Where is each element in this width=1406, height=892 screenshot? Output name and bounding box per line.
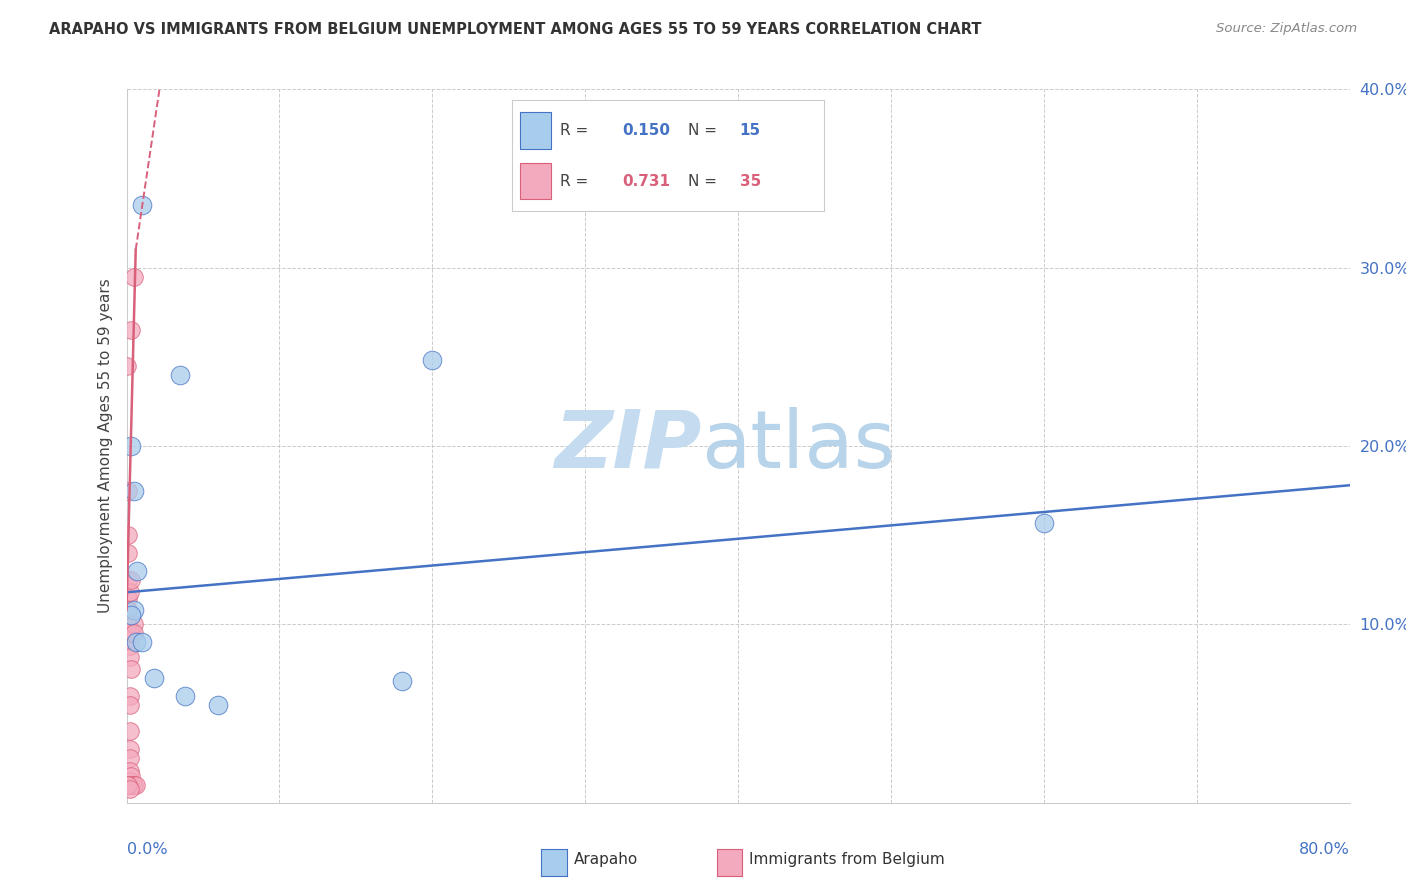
Point (127, 564, 149, 578)
Point (118, 626, 141, 640)
Point (120, 608, 142, 623)
Point (120, 323, 142, 337)
Text: Immigrants from Belgium: Immigrants from Belgium (749, 853, 945, 867)
Text: 0.0%: 0.0% (127, 842, 167, 857)
Point (122, 483, 145, 498)
Point (120, 573, 142, 587)
Point (131, 635, 153, 649)
Point (120, 778, 142, 792)
Point (122, 603, 145, 617)
Point (118, 689, 141, 703)
Point (118, 649, 141, 664)
Point (118, 585, 141, 599)
Point (118, 781, 141, 796)
Point (118, 751, 141, 765)
Point (391, 674, 413, 689)
Point (117, 603, 139, 617)
Point (117, 546, 139, 560)
Text: atlas: atlas (702, 407, 896, 485)
Point (207, 698, 229, 712)
Point (122, 269, 145, 284)
Point (120, 662, 142, 676)
Point (117, 528, 139, 542)
Text: 80.0%: 80.0% (1299, 842, 1350, 857)
Point (173, 689, 195, 703)
Point (115, 778, 138, 792)
Point (115, 359, 138, 373)
Point (120, 439, 142, 453)
Point (117, 778, 139, 792)
Point (422, 353, 444, 368)
Point (117, 632, 139, 646)
Point (169, 368, 191, 382)
Point (120, 769, 142, 783)
Point (118, 774, 141, 789)
Point (118, 742, 141, 756)
Point (125, 778, 148, 792)
Point (122, 626, 145, 640)
Y-axis label: Unemployment Among Ages 55 to 59 years: Unemployment Among Ages 55 to 59 years (97, 278, 112, 614)
Point (120, 626, 142, 640)
Point (117, 573, 139, 587)
Point (118, 698, 141, 712)
Point (122, 778, 145, 792)
Point (131, 198, 153, 212)
Text: Arapaho: Arapaho (574, 853, 638, 867)
Text: ZIP: ZIP (554, 407, 702, 485)
Text: ARAPAHO VS IMMIGRANTS FROM BELGIUM UNEMPLOYMENT AMONG AGES 55 TO 59 YEARS CORREL: ARAPAHO VS IMMIGRANTS FROM BELGIUM UNEMP… (49, 22, 981, 37)
Point (1033, 516, 1056, 530)
Text: Source: ZipAtlas.com: Source: ZipAtlas.com (1216, 22, 1357, 36)
Point (117, 591, 139, 605)
Point (118, 764, 141, 778)
Point (118, 639, 141, 653)
Point (143, 671, 166, 685)
Point (117, 483, 139, 498)
Point (122, 617, 145, 632)
Point (117, 617, 139, 632)
Point (118, 724, 141, 739)
Point (121, 778, 143, 792)
Point (125, 635, 148, 649)
